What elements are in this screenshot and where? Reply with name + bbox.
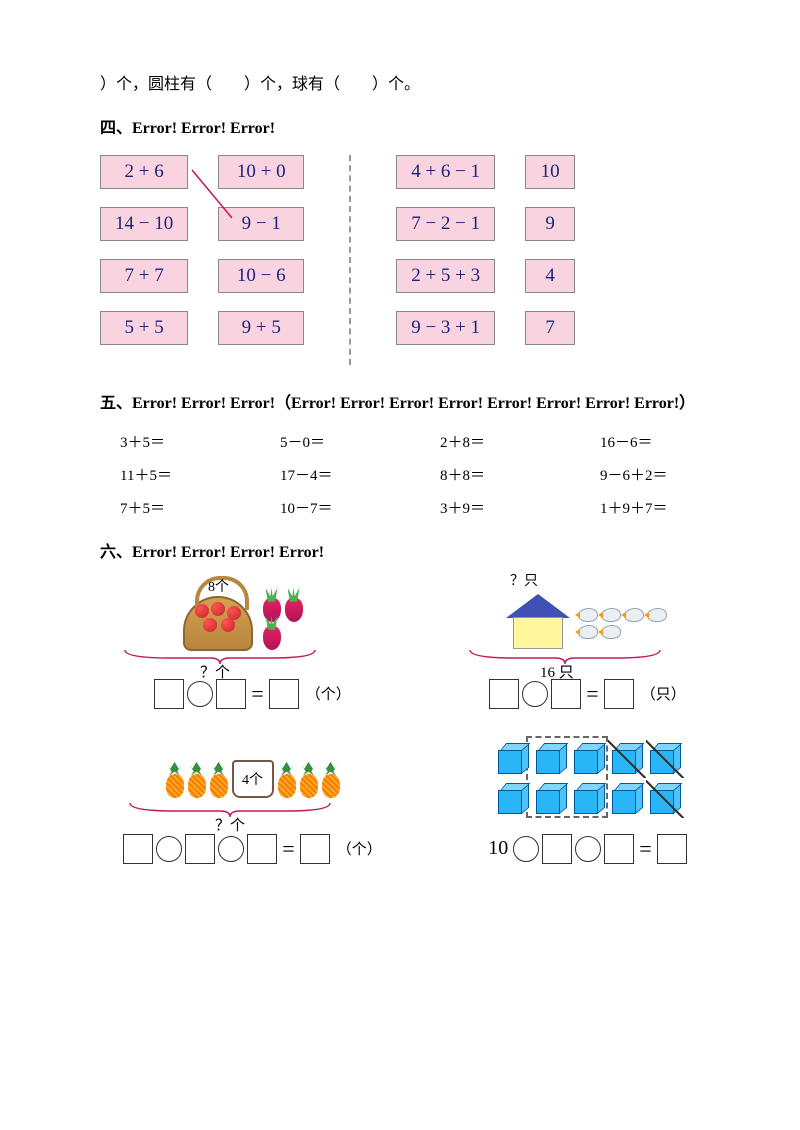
expr-box: 2 + 6 — [100, 155, 188, 189]
pineapple-icon — [322, 774, 340, 798]
pineapple-icon — [300, 774, 318, 798]
pineapple-bag: 4个 — [232, 760, 274, 798]
answer-box[interactable] — [269, 679, 299, 709]
operator-circle[interactable] — [218, 836, 244, 862]
equation: 17－4＝ — [280, 464, 420, 485]
answer-box[interactable] — [154, 679, 184, 709]
expr-box: 4 — [525, 259, 575, 293]
answer-box[interactable] — [657, 834, 687, 864]
answer-equation: = （个） — [123, 834, 381, 864]
cube-grid — [494, 740, 682, 818]
house-icon — [508, 599, 568, 649]
basket-count-label: 8个 — [208, 576, 229, 596]
answer-box[interactable] — [489, 679, 519, 709]
unknown-label: ？只 — [510, 570, 538, 590]
brace-label: 16 只 — [540, 661, 574, 682]
basket-icon — [183, 596, 253, 651]
page-continuation-text: ）个，圆柱有（ ）个，球有（ ）个。 — [100, 70, 740, 94]
equation-grid: 3＋5＝ 5－0＝ 2＋8＝ 16－6＝ 11＋5＝ 17－4＝ 8＋8＝ 9－… — [100, 431, 740, 518]
brace-label: ？个 — [200, 661, 230, 682]
match-group-left: 2 + 6 14 − 10 7 + 7 5 + 5 10 + 0 9 − 1 1… — [100, 155, 304, 365]
brace-label: ？个 — [215, 814, 245, 835]
expr-box: 7 — [525, 311, 575, 345]
matching-exercise: 2 + 6 14 − 10 7 + 7 5 + 5 10 + 0 9 − 1 1… — [100, 150, 740, 370]
equation: 9－6＋2＝ — [600, 464, 740, 485]
expr-box: 7 + 7 — [100, 259, 188, 293]
equation: 2＋8＝ — [440, 431, 580, 452]
leading-number: 10 — [488, 837, 508, 860]
section-6-header: 六、Error! Error! Error! Error! — [100, 538, 740, 562]
word-problems: 8个 ？个 = （个） ？只 — [100, 574, 740, 864]
equation: 3＋5＝ — [120, 431, 260, 452]
expr-box: 9 − 3 + 1 — [396, 311, 495, 345]
bird-group — [578, 608, 668, 639]
equation: 11＋5＝ — [120, 464, 260, 485]
expr-box: 7 − 2 − 1 — [396, 207, 495, 241]
equation: 3＋9＝ — [440, 497, 580, 518]
answer-equation: = （个） — [154, 679, 350, 709]
problem-1: 8个 ？个 = （个） — [100, 574, 405, 709]
answer-box[interactable] — [247, 834, 277, 864]
answer-box[interactable] — [216, 679, 246, 709]
expr-box: 10 − 6 — [218, 259, 304, 293]
expr-box: 10 + 0 — [218, 155, 304, 189]
operator-circle[interactable] — [187, 681, 213, 707]
problem-4: 10 = — [435, 729, 740, 864]
pineapple-icon — [166, 774, 184, 798]
expr-box: 9 − 1 — [218, 207, 304, 241]
answer-equation: 10 = — [488, 834, 686, 864]
answer-equation: = （只） — [489, 679, 685, 709]
answer-box[interactable] — [185, 834, 215, 864]
section-5-header: 五、Error! Error! Error!（Error! Error! Err… — [100, 390, 740, 419]
answer-box[interactable] — [300, 834, 330, 864]
equation: 1＋9＋7＝ — [600, 497, 740, 518]
operator-circle[interactable] — [575, 836, 601, 862]
expr-box: 10 — [525, 155, 575, 189]
expr-box: 14 − 10 — [100, 207, 188, 241]
answer-box[interactable] — [551, 679, 581, 709]
equation: 16－6＝ — [600, 431, 740, 452]
equation: 8＋8＝ — [440, 464, 580, 485]
expr-box: 9 — [525, 207, 575, 241]
answer-box[interactable] — [604, 679, 634, 709]
radish-group — [263, 598, 323, 650]
problem-2: ？只 16 只 = （只） — [435, 574, 740, 709]
equation: 5－0＝ — [280, 431, 420, 452]
operator-circle[interactable] — [513, 836, 539, 862]
expr-box: 5 + 5 — [100, 311, 188, 345]
pineapple-icon — [210, 774, 228, 798]
problem-3: 4个 ？个 = （个） — [100, 729, 405, 864]
operator-circle[interactable] — [156, 836, 182, 862]
answer-box[interactable] — [123, 834, 153, 864]
answer-box[interactable] — [542, 834, 572, 864]
section-4-header: 四、Error! Error! Error! — [100, 114, 740, 138]
pineapple-icon — [188, 774, 206, 798]
divider — [349, 155, 351, 365]
equation: 7＋5＝ — [120, 497, 260, 518]
expr-box: 2 + 5 + 3 — [396, 259, 495, 293]
pineapple-icon — [278, 774, 296, 798]
expr-box: 4 + 6 − 1 — [396, 155, 495, 189]
answer-box[interactable] — [604, 834, 634, 864]
equation: 10－7＝ — [280, 497, 420, 518]
expr-box: 9 + 5 — [218, 311, 304, 345]
match-group-right: 4 + 6 − 1 7 − 2 − 1 2 + 5 + 3 9 − 3 + 1 … — [396, 155, 575, 365]
operator-circle[interactable] — [522, 681, 548, 707]
